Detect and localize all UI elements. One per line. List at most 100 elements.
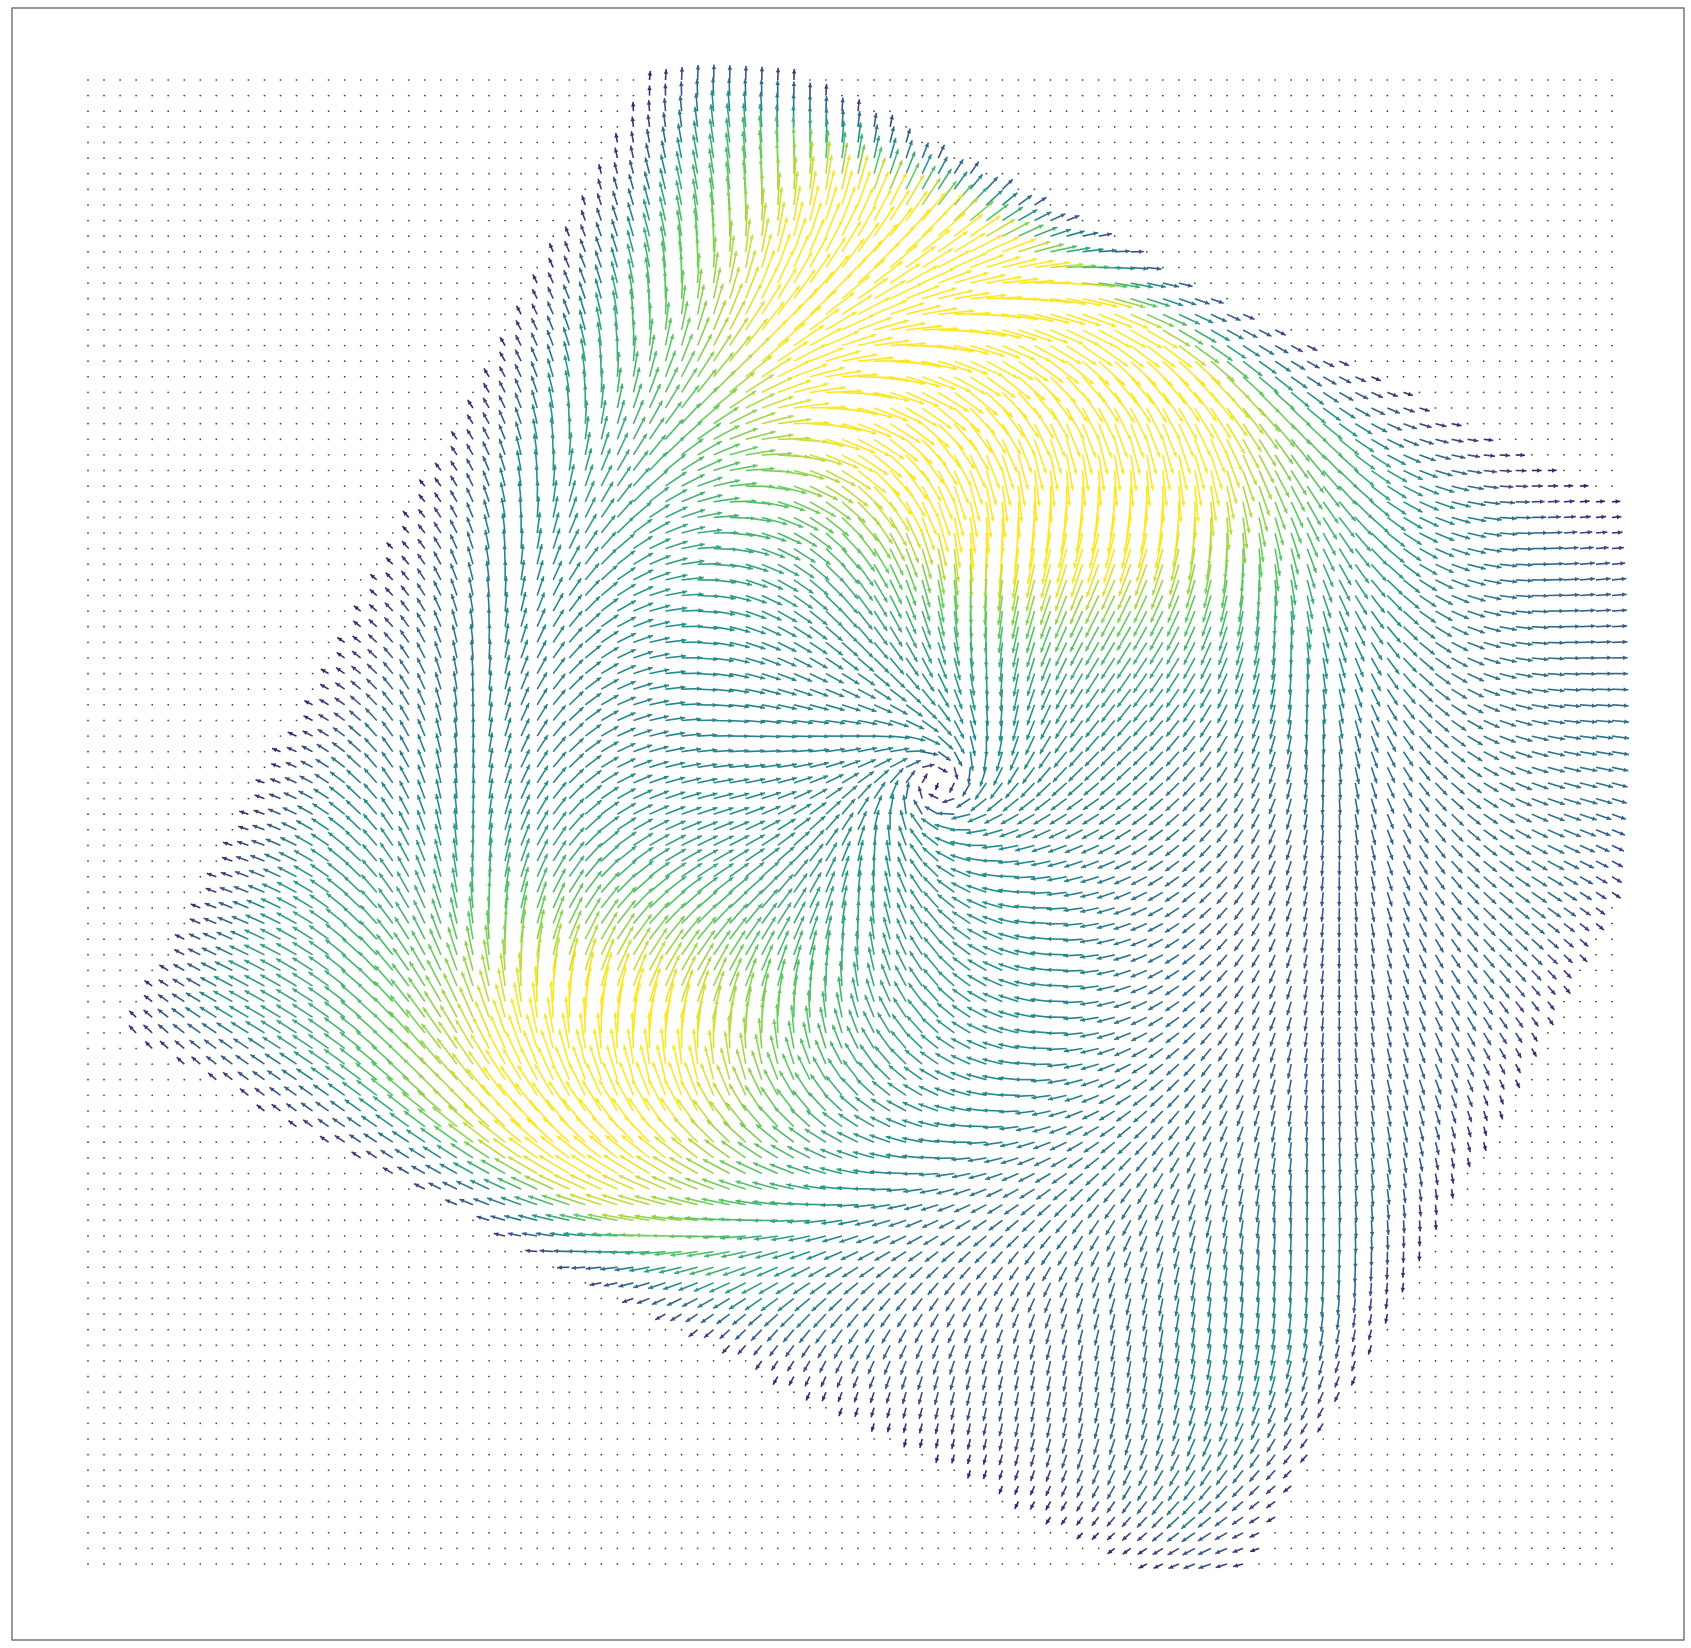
quiver-dot [440,219,442,222]
quiver-dot [440,454,442,456]
quiver-dot [407,344,410,347]
quiver-arrow-head [530,347,535,353]
quiver-arrow [713,388,738,409]
quiver-dot [1579,344,1581,347]
quiver-dot [183,235,186,238]
quiver-arrow [969,215,1001,237]
quiver-dot [841,79,843,81]
quiver-arrow-head [751,391,757,396]
quiver-arrow-head [642,199,647,205]
quiver-dot [520,188,522,191]
quiver-dot [1354,126,1357,128]
quiver-dot [1113,172,1116,175]
quiver-arrow [905,391,940,408]
quiver-arrow-head [611,290,616,296]
quiver-dot [1194,94,1196,97]
quiver-dot [119,329,121,331]
quiver-dot [215,532,218,534]
quiver-dot [183,360,186,363]
quiver-arrow-head [1186,362,1192,368]
quiver-dot [1306,219,1309,222]
quiver-dot [1530,188,1533,191]
quiver-dot [857,79,859,81]
quiver-arrow [1018,313,1054,322]
quiver-arrow-head [1508,484,1514,489]
quiver-dot [199,407,202,409]
quiver-dot [1386,110,1389,113]
quiver-arrow [938,309,975,316]
quiver-dot [440,110,442,113]
quiver-arrow-head [835,202,840,208]
quiver-arrow [712,316,730,346]
quiver-dot [151,266,154,269]
quiver-arrow-head [563,284,568,290]
quiver-dot [1611,79,1613,81]
quiver-dot [1370,282,1373,284]
quiver-dot [359,188,362,191]
quiver-dot [1354,141,1357,144]
quiver-dot [1530,204,1533,206]
quiver-dot [568,219,571,222]
quiver-dot [953,157,956,160]
quiver-arrow-head [1169,322,1175,327]
quiver-arrow [1002,278,1039,284]
quiver-arrow [889,282,923,300]
quiver-arrow-head [647,85,652,91]
quiver-arrow [1194,360,1222,386]
quiver-dot [327,438,330,441]
quiver-arrow-head [1174,283,1180,288]
quiver-arrow [1098,313,1133,329]
quiver-dot [295,375,298,378]
quiver-dot [456,188,458,191]
quiver-dot [424,235,426,238]
quiver-dot [151,547,154,550]
quiver-dot [247,235,250,238]
quiver-dot [119,250,121,253]
quiver-arrow-head [1186,468,1191,474]
quiver-dot [359,94,362,97]
quiver-arrow-head [791,105,796,111]
quiver-dot [1129,188,1132,191]
quiver-arrow-head [579,338,585,344]
quiver-arrow-head [581,195,586,201]
quiver-dot [1145,204,1148,206]
quiver-dot [841,94,843,97]
quiver-dot [375,141,378,144]
quiver-arrow-head [503,560,508,565]
quiver-arrow-head [774,104,780,110]
quiver-dot [504,313,506,316]
quiver-arrow-head [731,235,736,241]
quiver-arrow-head [898,160,903,166]
quiver-dot [87,344,89,347]
quiver-dot [407,172,410,175]
quiver-dot [1418,141,1421,144]
quiver-dot [520,94,522,97]
quiver-arrow-head [1038,224,1044,229]
quiver-dot [1563,391,1565,394]
quiver-dot [1595,282,1597,284]
quiver-arrow-head [779,187,784,192]
quiver-dot [247,250,250,253]
quiver-dot [231,266,234,269]
quiver-arrow-head [622,416,627,422]
quiver-arrow-head [1554,499,1560,504]
quiver-arrow [1114,344,1145,368]
quiver-dot [985,79,988,81]
quiver-arrow-head [611,219,616,225]
quiver-arrow-head [807,118,813,123]
quiver-dot [1563,219,1565,222]
quiver-dot [1611,157,1613,160]
quiver-dot [375,157,378,160]
quiver-dot [391,329,394,331]
quiver-dot [1595,313,1597,316]
quiver-arrow-head [1184,381,1189,386]
quiver-dot [1418,219,1421,222]
quiver-dot [488,329,490,331]
quiver-dot [1466,266,1469,269]
quiver-arrow-head [851,311,857,316]
quiver-arrow-head [820,344,826,349]
quiver-dot [247,204,250,206]
quiver-arrow-head [911,151,916,157]
quiver-arrow [728,235,735,268]
quiver-arrow-head [1046,211,1052,216]
